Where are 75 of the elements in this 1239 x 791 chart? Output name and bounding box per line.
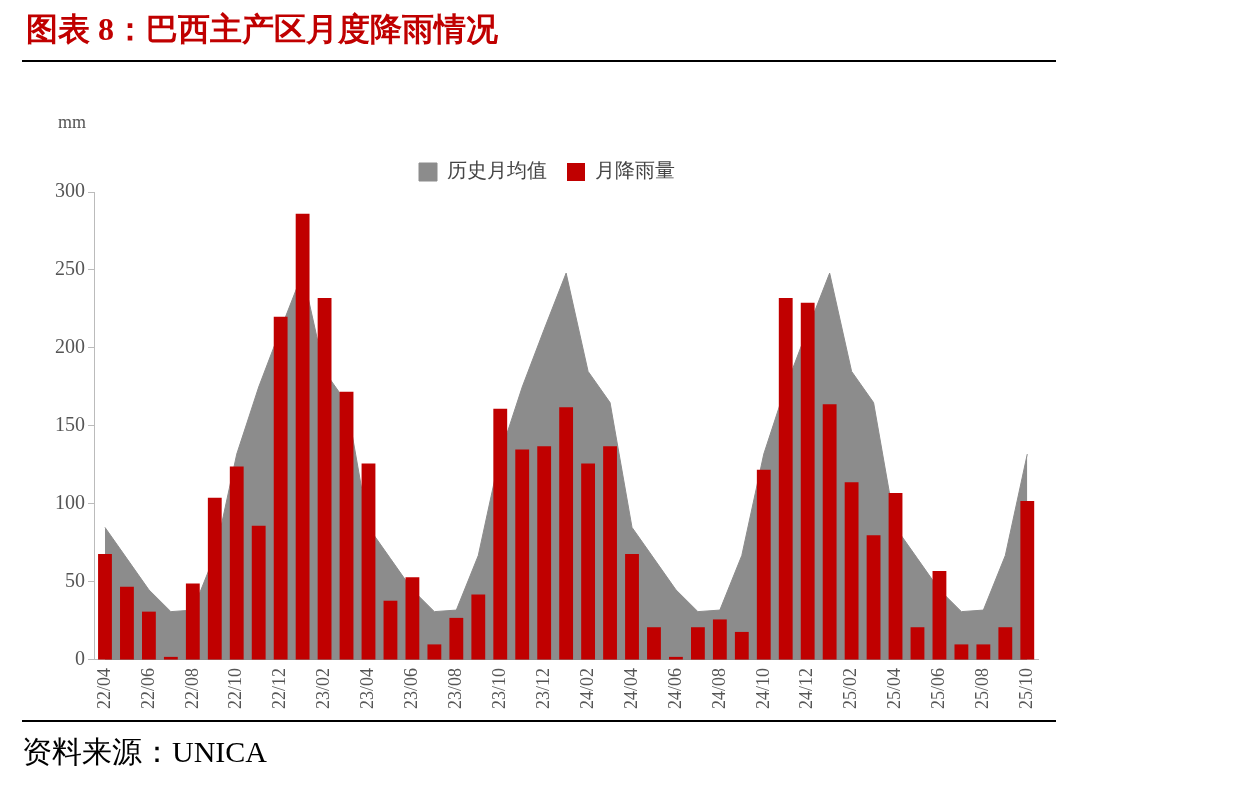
bar xyxy=(800,302,815,660)
bar xyxy=(976,644,991,660)
bar xyxy=(625,553,639,660)
bar xyxy=(778,298,793,660)
text: 资料来源：UNICA xyxy=(22,734,268,770)
x-tick-label: 22/04 xyxy=(93,668,114,710)
bar xyxy=(844,482,859,660)
x-tick-label: 22/12 xyxy=(269,668,290,710)
chart-title: 图表 8：巴西主产区月度降雨情况 xyxy=(25,10,499,49)
bar xyxy=(537,446,552,660)
bar xyxy=(361,463,376,660)
bar xyxy=(822,404,837,660)
bar xyxy=(251,525,266,660)
x-tick-label: 24/08 xyxy=(708,668,729,710)
bar xyxy=(647,627,661,660)
x-tick-label: 22/08 xyxy=(181,668,202,710)
bar xyxy=(998,627,1013,660)
bar xyxy=(383,600,398,660)
bar xyxy=(866,535,881,660)
y-tick-label: 150 xyxy=(55,413,85,436)
x-tick-label: 24/06 xyxy=(664,668,685,710)
legend-label: 月降雨量 xyxy=(595,159,675,182)
bar xyxy=(229,466,244,660)
y-tick-label: 0 xyxy=(75,647,85,670)
y-tick-label: 200 xyxy=(55,335,85,358)
bar xyxy=(910,627,925,660)
bar xyxy=(932,571,947,660)
bar xyxy=(405,577,420,660)
x-tick-label: 25/10 xyxy=(1016,668,1037,710)
legend-label: 历史月均值 xyxy=(447,159,547,182)
bar xyxy=(273,316,288,660)
x-tick-label: 25/08 xyxy=(972,668,993,710)
bar xyxy=(954,644,969,660)
y-axis-title: mm xyxy=(57,111,87,132)
bar xyxy=(185,583,200,660)
y-tick-label: 50 xyxy=(65,569,85,592)
bar xyxy=(559,407,574,660)
x-tick-label: 23/12 xyxy=(532,668,553,710)
bar xyxy=(427,644,442,660)
x-tick-label: 22/10 xyxy=(225,668,246,710)
bar xyxy=(581,463,596,660)
x-tick-label: 23/04 xyxy=(357,668,378,710)
bar xyxy=(734,631,749,660)
bar xyxy=(120,586,134,660)
bar xyxy=(493,408,508,660)
y-tick-label: 250 xyxy=(55,257,85,280)
bar xyxy=(471,594,486,660)
bar xyxy=(690,627,705,660)
bar xyxy=(449,617,464,660)
bar xyxy=(1020,500,1035,660)
bar xyxy=(207,497,222,660)
x-tick-label: 25/04 xyxy=(884,668,905,710)
x-tick-label: 24/12 xyxy=(796,668,817,710)
bar xyxy=(712,619,727,660)
y-tick-label: 300 xyxy=(55,179,85,202)
x-tick-label: 23/06 xyxy=(401,668,422,710)
bar xyxy=(295,213,310,660)
x-tick-label: 25/06 xyxy=(928,668,949,710)
bar xyxy=(98,553,112,660)
x-tick-label: 24/04 xyxy=(620,668,641,710)
bar xyxy=(141,611,156,660)
x-tick-label: 24/02 xyxy=(576,668,597,710)
x-tick-label: 22/06 xyxy=(137,668,158,710)
bar xyxy=(317,298,332,660)
bar xyxy=(888,493,903,660)
bar xyxy=(603,446,617,660)
x-tick-label: 23/02 xyxy=(313,668,334,710)
x-tick-label: 23/10 xyxy=(488,668,509,710)
bar xyxy=(515,449,530,660)
y-tick-label: 100 xyxy=(55,491,85,514)
x-tick-label: 24/10 xyxy=(752,668,773,710)
x-tick-label: 25/02 xyxy=(840,668,861,710)
bar xyxy=(339,391,354,660)
x-tick-label: 23/08 xyxy=(445,668,466,710)
bar xyxy=(756,469,771,660)
